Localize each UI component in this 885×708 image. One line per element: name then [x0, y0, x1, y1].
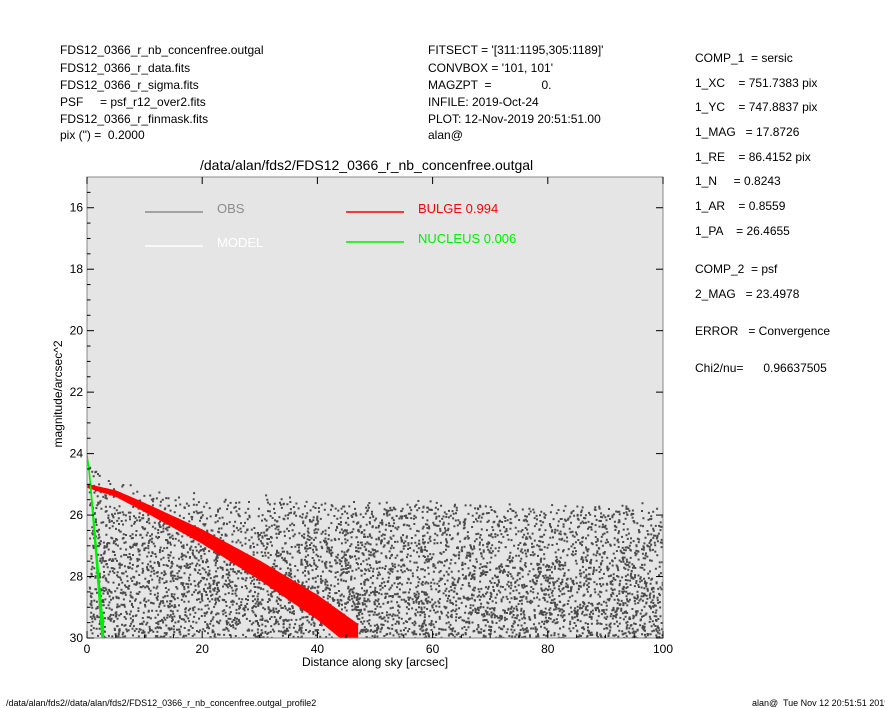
fit-param: COMP_2 = psf: [695, 262, 778, 276]
legend-label: OBS: [217, 201, 245, 216]
fit-param: 1_YC = 747.8837 pix: [695, 100, 818, 114]
header-left-line: FDS12_0366_r_nb_concenfree.outgal: [60, 43, 264, 57]
header-left-line: FDS12_0366_r_finmask.fits: [60, 112, 209, 126]
x-tick-label: 40: [311, 642, 325, 656]
fit-param: COMP_1 = sersic: [695, 51, 793, 65]
y-tick-label: 22: [70, 385, 84, 399]
header-middle-line: PLOT: 12-Nov-2019 20:51:51.00: [428, 112, 601, 126]
fit-param: 1_XC = 751.7383 pix: [695, 76, 818, 90]
header-left-line: PSF = psf_r12_over2.fits: [60, 95, 206, 109]
header-middle-line: alan@: [428, 128, 463, 142]
y-tick-label: 20: [70, 324, 84, 338]
y-axis-label: magnitude/arcsec^2: [51, 340, 65, 447]
header-left-line: FDS12_0366_r_sigma.fits: [60, 78, 199, 92]
x-tick-label: 20: [196, 642, 210, 656]
x-tick-label: 0: [84, 642, 91, 656]
legend-label: BULGE 0.994: [418, 201, 498, 216]
legend-label: MODEL: [217, 235, 263, 250]
footer-path: /data/alan/fds2//data/alan/fds2/FDS12_03…: [6, 698, 317, 708]
y-tick-label: 28: [70, 570, 84, 584]
fit-param: 1_N = 0.8243: [695, 174, 781, 188]
chart-title: /data/alan/fds2/FDS12_0366_r_nb_concenfr…: [200, 157, 534, 173]
fit-param: 1_RE = 86.4152 pix: [695, 150, 811, 164]
obs-data-points: [88, 466, 663, 638]
y-tick-label: 26: [70, 508, 84, 522]
footer-user-date: alan@ Tue Nov 12 20:51:51 2019: [752, 698, 885, 708]
bulge-model-band: [87, 483, 359, 638]
x-tick-label: 60: [426, 642, 440, 656]
x-axis-label: Distance along sky [arcsec]: [302, 655, 448, 669]
fit-param: 1_PA = 26.4655: [695, 224, 790, 238]
fit-param: 1_AR = 0.8559: [695, 199, 786, 213]
fit-param: 1_MAG = 17.8726: [695, 125, 800, 139]
header-middle-line: FITSECT = '[311:1195,305:1189]': [428, 43, 604, 57]
y-tick-label: 24: [70, 447, 84, 461]
header-middle-line: MAGZPT = 0.: [428, 78, 552, 92]
header-left-line: FDS12_0366_r_data.fits: [60, 61, 191, 75]
y-tick-label: 30: [70, 631, 84, 645]
header-left-line: pix (") = 0.2000: [60, 128, 145, 142]
x-tick-label: 100: [653, 642, 673, 656]
y-tick-label: 16: [70, 201, 84, 215]
header-middle-line: CONVBOX = '101, 101': [428, 61, 553, 75]
x-tick-label: 80: [541, 642, 555, 656]
header-middle-line: INFILE: 2019-Oct-24: [428, 95, 539, 109]
fit-param: 2_MAG = 23.4978: [695, 287, 800, 301]
plot-area: [87, 177, 663, 638]
fit-param: ERROR = Convergence: [695, 324, 831, 338]
fit-param: Chi2/nu= 0.96637505: [695, 361, 827, 375]
legend-label: NUCLEUS 0.006: [418, 231, 516, 246]
y-tick-label: 18: [70, 262, 84, 276]
